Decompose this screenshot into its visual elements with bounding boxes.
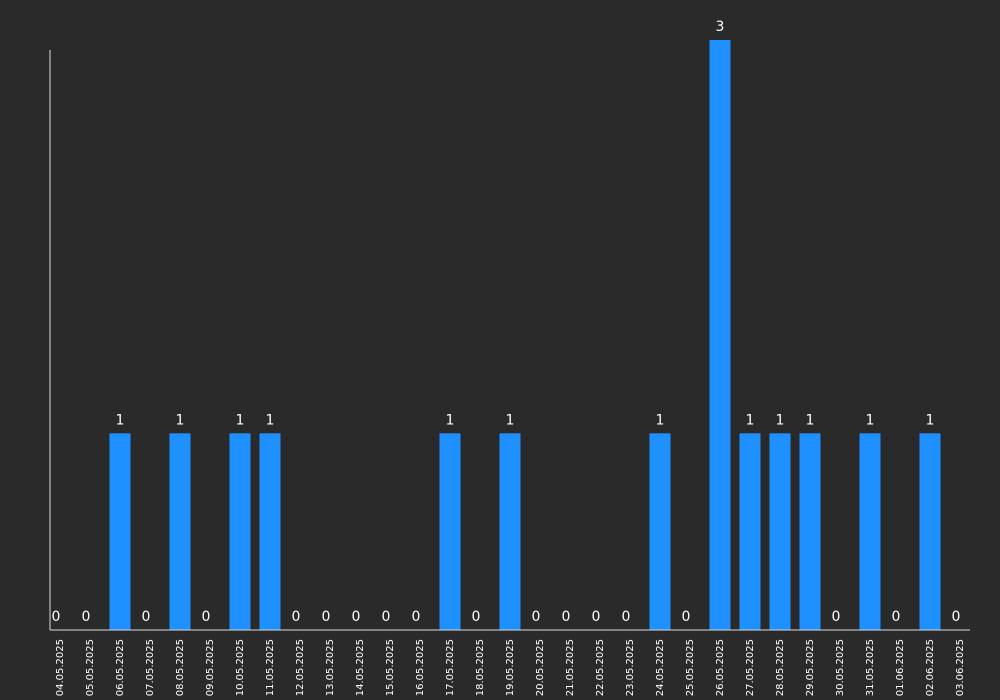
bar xyxy=(439,433,461,630)
data-label: 0 xyxy=(472,609,481,625)
x-tick-labels-group: 04.05.2025 05.05.2025 06.05.2025 07.05.2025… xyxy=(55,639,966,696)
bar xyxy=(859,433,881,630)
bar xyxy=(709,40,731,630)
data-label: 0 xyxy=(562,609,571,625)
bar xyxy=(739,433,761,630)
data-label: 1 xyxy=(806,412,815,428)
bar xyxy=(799,433,821,630)
bar xyxy=(769,433,791,630)
x-tick-label: 20.05.2025 xyxy=(535,639,546,696)
x-tick-label: 14.05.2025 xyxy=(355,639,366,696)
data-label: 0 xyxy=(832,609,841,625)
x-tick-label: 07.05.2025 xyxy=(145,639,156,696)
x-tick-label: 29.05.2025 xyxy=(805,639,816,696)
x-tick-label: 12.05.2025 xyxy=(295,639,306,696)
x-tick-label: 22.05.2025 xyxy=(595,639,606,696)
data-label: 1 xyxy=(446,412,455,428)
data-label: 1 xyxy=(266,412,275,428)
data-label: 0 xyxy=(682,609,691,625)
data-label: 0 xyxy=(322,609,331,625)
bar xyxy=(649,433,671,630)
data-label: 0 xyxy=(412,609,421,625)
data-label: 1 xyxy=(176,412,185,428)
data-label: 1 xyxy=(236,412,245,428)
x-tick-label: 27.05.2025 xyxy=(745,639,756,696)
x-tick-label: 03.06.2025 xyxy=(955,639,966,696)
x-tick-label: 05.05.2025 xyxy=(85,639,96,696)
data-label: 1 xyxy=(506,412,515,428)
data-label: 0 xyxy=(292,609,301,625)
x-tick-label: 24.05.2025 xyxy=(655,639,666,696)
x-tick-label: 30.05.2025 xyxy=(835,639,846,696)
data-label: 1 xyxy=(656,412,665,428)
data-label: 1 xyxy=(116,412,125,428)
x-tick-label: 04.05.2025 xyxy=(55,639,66,696)
bar xyxy=(109,433,131,630)
data-label: 3 xyxy=(716,19,725,35)
x-tick-label: 08.05.2025 xyxy=(175,639,186,696)
bar xyxy=(499,433,521,630)
data-label: 1 xyxy=(746,412,755,428)
x-tick-label: 09.05.2025 xyxy=(205,639,216,696)
x-tick-label: 28.05.2025 xyxy=(775,639,786,696)
x-tick-label: 13.05.2025 xyxy=(325,639,336,696)
bar xyxy=(229,433,251,630)
data-labels-group: 0 0 1 0 1 0 1 1 0 0 0 0 0 1 0 1 0 0 0 0 1 0 3 1 1 1 0 1 0 1 0 xyxy=(52,19,961,625)
x-tick-label: 02.06.2025 xyxy=(925,639,936,696)
x-tick-label: 01.06.2025 xyxy=(895,639,906,696)
x-tick-label: 10.05.2025 xyxy=(235,639,246,696)
data-label: 0 xyxy=(952,609,961,625)
data-label: 0 xyxy=(142,609,151,625)
data-label: 1 xyxy=(926,412,935,428)
data-label: 1 xyxy=(866,412,875,428)
x-tick-label: 21.05.2025 xyxy=(565,639,576,696)
bar xyxy=(919,433,941,630)
data-label: 0 xyxy=(82,609,91,625)
x-tick-label: 31.05.2025 xyxy=(865,639,876,696)
x-tick-label: 18.05.2025 xyxy=(475,639,486,696)
x-tick-label: 11.05.2025 xyxy=(265,639,276,696)
x-tick-label: 15.05.2025 xyxy=(385,639,396,696)
x-tick-label: 26.05.2025 xyxy=(715,639,726,696)
x-tick-label: 16.05.2025 xyxy=(415,639,426,696)
data-label: 1 xyxy=(776,412,785,428)
data-label: 0 xyxy=(622,609,631,625)
data-label: 0 xyxy=(52,609,61,625)
data-label: 0 xyxy=(352,609,361,625)
x-tick-label: 17.05.2025 xyxy=(445,639,456,696)
data-label: 0 xyxy=(532,609,541,625)
bar xyxy=(259,433,281,630)
data-label: 0 xyxy=(592,609,601,625)
x-tick-label: 25.05.2025 xyxy=(685,639,696,696)
bars-group xyxy=(109,40,941,630)
x-tick-label: 06.05.2025 xyxy=(115,639,126,696)
data-label: 0 xyxy=(382,609,391,625)
data-label: 0 xyxy=(202,609,211,625)
x-tick-label: 23.05.2025 xyxy=(625,639,636,696)
x-tick-label: 19.05.2025 xyxy=(505,639,516,696)
data-label: 0 xyxy=(892,609,901,625)
bar xyxy=(169,433,191,630)
